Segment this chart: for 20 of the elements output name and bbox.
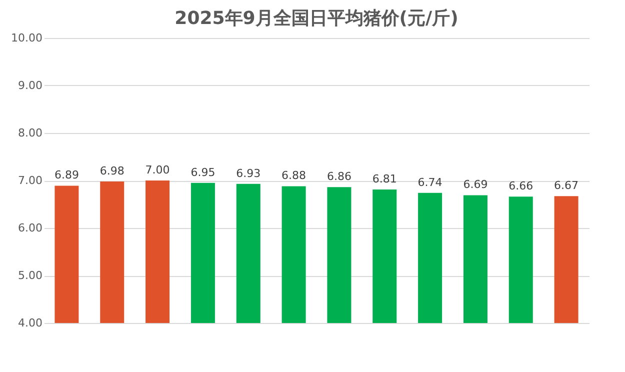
y-tick-label: 4.00 [18,316,42,330]
data-label: 7.00 [145,164,170,176]
y-tick-label: 5.00 [18,269,42,282]
data-label: 6.74 [418,176,442,189]
y-tick-label: 9.00 [18,79,42,92]
y-tick-label: 6.00 [18,222,42,234]
data-label: 6.95 [190,166,216,179]
data-label: 6.98 [100,164,124,178]
data-label: 6.93 [236,166,261,180]
data-label: 6.67 [554,179,579,192]
chart-title: 2025年9月全国日平均猪价(元/斤) [174,8,458,29]
data-label: 6.88 [282,169,306,182]
data-label: 6.81 [372,172,397,186]
data-label: 6.89 [54,168,79,182]
data-label: 6.66 [508,180,534,193]
data-label: 6.86 [326,170,352,184]
y-tick-label: 7.00 [18,174,42,187]
data-label: 6.69 [463,178,488,192]
y-tick-label: 10.00 [11,32,42,44]
y-tick-label: 8.00 [18,126,42,140]
